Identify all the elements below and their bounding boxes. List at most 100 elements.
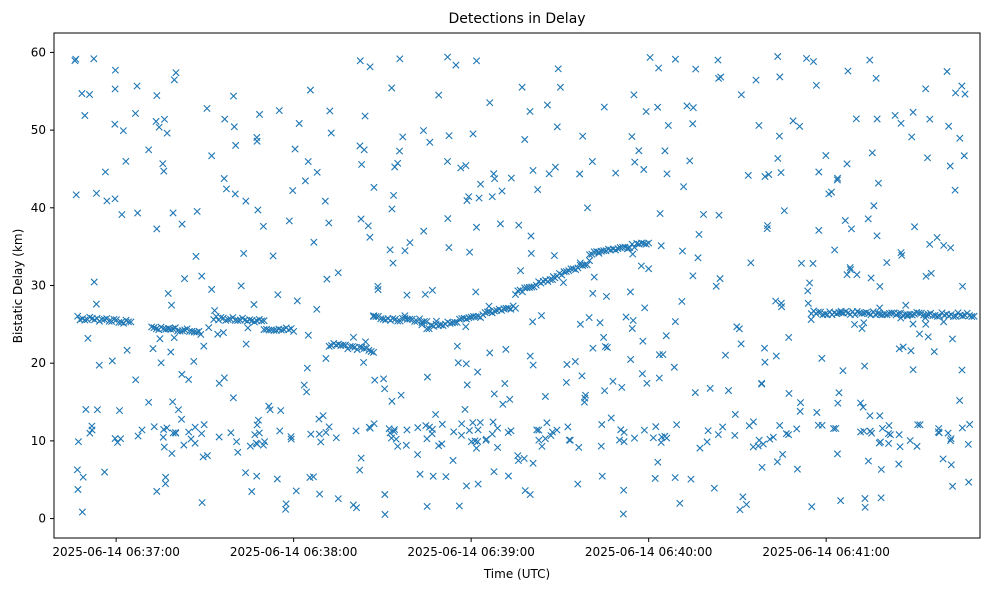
data-point bbox=[575, 443, 583, 451]
data-point bbox=[413, 451, 422, 459]
data-point bbox=[785, 389, 793, 398]
data-point bbox=[951, 89, 960, 97]
data-point bbox=[381, 510, 389, 518]
data-point bbox=[169, 429, 177, 437]
data-point bbox=[290, 327, 298, 336]
data-point bbox=[860, 319, 868, 327]
data-points bbox=[71, 52, 978, 518]
data-point bbox=[946, 162, 954, 170]
data-point bbox=[229, 92, 238, 100]
data-point bbox=[745, 422, 753, 430]
data-point bbox=[951, 186, 959, 194]
data-point bbox=[482, 436, 490, 444]
data-point bbox=[856, 399, 865, 407]
data-point bbox=[706, 384, 714, 392]
data-point bbox=[208, 152, 216, 160]
data-point bbox=[637, 262, 645, 270]
data-point bbox=[159, 433, 167, 441]
data-point bbox=[813, 408, 821, 417]
data-point bbox=[423, 317, 431, 326]
data-point bbox=[521, 135, 529, 144]
data-point bbox=[169, 209, 177, 217]
data-point bbox=[418, 321, 426, 329]
y-tick-label: 0 bbox=[38, 512, 46, 526]
data-point bbox=[534, 185, 542, 194]
data-point bbox=[167, 348, 175, 356]
data-point bbox=[74, 438, 83, 446]
data-point bbox=[100, 315, 108, 324]
data-point bbox=[528, 283, 536, 291]
data-point bbox=[289, 186, 297, 195]
data-point bbox=[766, 435, 774, 443]
data-point bbox=[583, 204, 592, 212]
data-point bbox=[864, 457, 872, 465]
data-point bbox=[78, 508, 86, 516]
data-point bbox=[784, 431, 793, 439]
data-point bbox=[198, 272, 206, 280]
data-point bbox=[926, 115, 934, 123]
data-point bbox=[774, 154, 782, 163]
data-point bbox=[631, 158, 639, 166]
data-point bbox=[744, 171, 752, 179]
data-point bbox=[304, 157, 312, 166]
data-point bbox=[846, 266, 855, 274]
data-point bbox=[724, 387, 733, 395]
data-point bbox=[476, 180, 485, 188]
data-point bbox=[533, 426, 541, 434]
data-point bbox=[240, 249, 248, 258]
data-point bbox=[81, 316, 89, 324]
data-point bbox=[457, 431, 466, 439]
data-point bbox=[191, 439, 199, 447]
data-point bbox=[489, 418, 497, 426]
data-point bbox=[645, 239, 653, 247]
data-point bbox=[642, 107, 650, 116]
data-point bbox=[269, 252, 277, 260]
data-point bbox=[805, 279, 814, 287]
data-point bbox=[639, 337, 647, 345]
data-point bbox=[232, 438, 241, 446]
data-point bbox=[131, 109, 140, 118]
data-point bbox=[861, 494, 869, 503]
data-point bbox=[395, 147, 404, 155]
x-tick-label: 2025-06-14 06:40:00 bbox=[585, 545, 712, 559]
data-point bbox=[689, 272, 697, 280]
data-point bbox=[545, 170, 553, 178]
data-point bbox=[472, 57, 481, 65]
data-point bbox=[399, 133, 407, 141]
data-point bbox=[678, 297, 686, 306]
data-point bbox=[381, 385, 389, 393]
data-point bbox=[818, 421, 826, 429]
data-point bbox=[416, 470, 424, 478]
data-point bbox=[609, 377, 617, 385]
data-point bbox=[831, 246, 839, 254]
data-point bbox=[772, 352, 780, 360]
data-point bbox=[526, 490, 534, 499]
data-point bbox=[423, 325, 431, 333]
data-point bbox=[234, 448, 242, 456]
data-point bbox=[654, 103, 662, 111]
data-point bbox=[453, 342, 461, 350]
data-point bbox=[940, 318, 948, 326]
data-point bbox=[391, 163, 399, 171]
data-point bbox=[463, 381, 471, 389]
data-point bbox=[156, 335, 164, 343]
data-point bbox=[899, 343, 907, 351]
data-point bbox=[432, 410, 440, 419]
data-point bbox=[145, 398, 153, 406]
data-point bbox=[390, 191, 398, 200]
data-point bbox=[864, 215, 872, 223]
data-point bbox=[493, 424, 502, 432]
data-point bbox=[571, 357, 579, 366]
data-point bbox=[752, 76, 760, 84]
data-point bbox=[694, 254, 702, 262]
data-point bbox=[887, 309, 896, 317]
data-point bbox=[924, 333, 932, 341]
data-point bbox=[180, 275, 189, 283]
data-point bbox=[619, 243, 627, 251]
data-point bbox=[876, 304, 884, 312]
data-point bbox=[777, 299, 785, 307]
data-point bbox=[686, 157, 694, 165]
data-point bbox=[403, 291, 411, 299]
data-point bbox=[219, 329, 228, 337]
